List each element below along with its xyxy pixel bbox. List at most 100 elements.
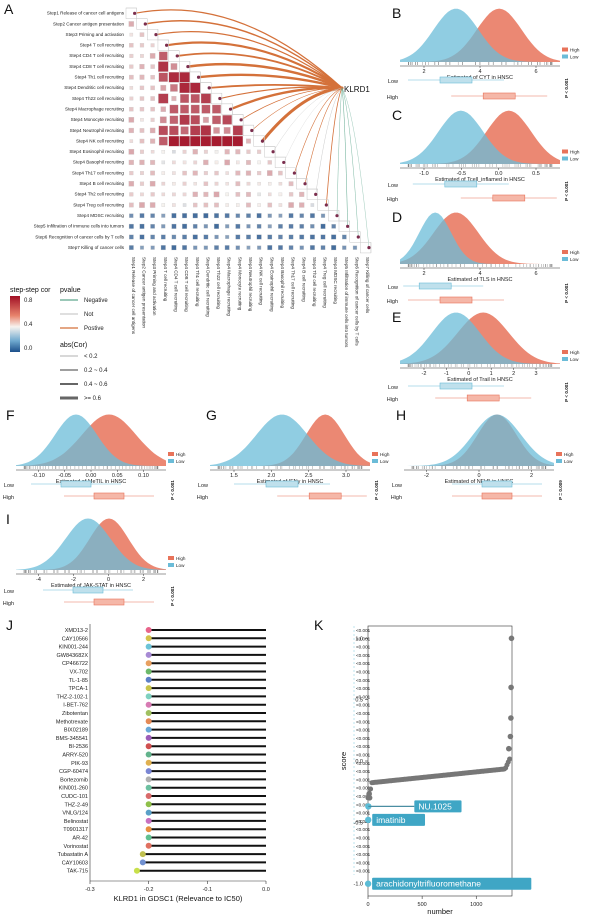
- connection-endpoint: [250, 128, 254, 133]
- legend-high-label: High: [570, 250, 580, 255]
- row-label: Step6 Recognition of cancer cells by T c…: [35, 234, 124, 239]
- column-label: Step4 Treg cell recruiting: [323, 257, 328, 308]
- p-value-text: <0.001: [356, 827, 371, 832]
- density-low-curve: [400, 110, 560, 164]
- correlation-cell: [256, 224, 262, 229]
- row-label: Step4 CD8 T cell recruiting: [69, 64, 124, 69]
- correlation-cell: [129, 234, 134, 240]
- p-value-text: <0.001: [356, 670, 371, 675]
- drug-label: Zibotentan: [62, 711, 88, 717]
- correlation-cell: [246, 224, 251, 229]
- correlation-cell: [214, 150, 219, 154]
- p-value-text: <0.001: [356, 661, 371, 666]
- column-label: Step4 CD4 T cell recruiting: [173, 257, 178, 312]
- legend-high-label: High: [564, 452, 574, 457]
- panel-k-scatter-chart: 1.0 0.5 0.0 -0.5 -1.0 0 500 1000 number score NU.1…: [339, 625, 532, 915]
- correlation-cell: [182, 213, 188, 219]
- correlation-cell: [232, 135, 244, 147]
- correlation-cell: [182, 160, 187, 165]
- correlation-cell: [160, 234, 166, 240]
- x-axis-title: number: [427, 907, 453, 915]
- correlation-cell: [256, 234, 262, 240]
- legend-cor-gradient: [10, 296, 20, 352]
- legend-high-swatch: [562, 149, 568, 154]
- correlation-cell: [129, 171, 134, 176]
- correlation-cell: [278, 192, 283, 197]
- row-label: Step2 Cancer antigen presentation: [53, 21, 124, 26]
- correlation-cell: [182, 234, 187, 240]
- correlation-cell: [246, 202, 251, 208]
- panel-a-correlation-grid: [125, 7, 372, 254]
- density-panel-f: -0.10-0.050.000.050.10Estimated of MeTIL…: [3, 414, 186, 501]
- annotation-label: arachidonyltrifluoromethane: [376, 879, 481, 889]
- drug-label: CP466722: [62, 661, 88, 667]
- column-label: Step4 Dendritic cell recruiting: [205, 257, 210, 317]
- correlation-cell: [180, 94, 190, 104]
- correlation-cell: [161, 192, 166, 197]
- x-tick-label: 1000: [470, 902, 482, 908]
- correlation-cell: [320, 234, 326, 240]
- panel-label-b: B: [392, 5, 401, 21]
- drug-label: Tubastatin A: [58, 852, 89, 858]
- correlation-cell: [129, 213, 134, 218]
- row-label: Step4 Eosinophil recruiting: [69, 149, 124, 154]
- x-tick-label: 4: [478, 271, 481, 277]
- annotation-box: [414, 800, 462, 813]
- legend-abs-2: 0.2 ~ 0.4: [84, 368, 108, 374]
- density-panel-c: -1.0 -0.5 0.0 0.5 Estimated of Tcell_inflame…: [387, 110, 580, 203]
- panel-label-f: F: [6, 407, 15, 423]
- correlation-cell: [150, 192, 155, 197]
- correlation-cell: [140, 54, 144, 58]
- drug-label: I-BET-762: [63, 703, 88, 709]
- correlation-cell: [160, 84, 167, 91]
- density-high-curve: [400, 110, 560, 164]
- drug-label: THZ-2-102-1: [57, 694, 88, 700]
- correlation-cell: [214, 170, 219, 176]
- correlation-cell: [278, 245, 283, 251]
- correlation-cell: [158, 93, 169, 104]
- column-label: Step4 Th1 cell recruiting: [195, 257, 200, 307]
- correlation-cell: [267, 245, 273, 251]
- legend-low-swatch: [562, 156, 568, 161]
- correlation-cell: [139, 138, 145, 144]
- connection-line: [294, 87, 343, 174]
- correlation-cell: [212, 115, 221, 125]
- correlation-cell: [214, 181, 219, 186]
- p-value-text: <0.001: [356, 645, 371, 650]
- box-low-label: Low: [388, 285, 398, 291]
- correlation-cell: [257, 181, 261, 186]
- p-value-text: <0.001: [356, 852, 371, 857]
- box-low: [481, 480, 513, 488]
- x-tick-label: 0: [366, 902, 369, 908]
- drug-label: T0901317: [63, 827, 88, 833]
- correlation-cell: [139, 202, 145, 208]
- correlation-cell: [236, 160, 240, 165]
- lollipop-dot: [145, 660, 152, 667]
- box-high-label: High: [387, 299, 398, 305]
- correlation-cell: [202, 116, 209, 123]
- row-label: Step4 Th22 cell recruiting: [72, 96, 124, 101]
- p-value-text: <0.001: [356, 836, 371, 841]
- drug-label: KIN001-260: [59, 786, 88, 792]
- x-axis-title: Estimated of Tcell_inflamed in HNSC: [435, 177, 525, 183]
- p-value-text: <0.001: [356, 653, 371, 658]
- x-tick-label: 2: [142, 577, 145, 583]
- legend-low-swatch: [372, 459, 378, 463]
- x-tick-label: -0.1: [203, 887, 212, 893]
- correlation-cell: [171, 234, 177, 240]
- correlation-cell: [149, 180, 156, 187]
- correlation-cell: [140, 192, 144, 197]
- correlation-cell: [150, 96, 155, 101]
- legend-low-swatch: [562, 357, 568, 361]
- x-axis-title: Estimated of JAK-STAT in HNSC: [51, 583, 131, 589]
- correlation-cell: [288, 245, 294, 250]
- x-tick-label: -2: [71, 577, 76, 583]
- panel-a-legend: step-step cor 0.8 0.4 0.0 pvalue Negativ…: [10, 287, 108, 402]
- correlation-cell: [171, 95, 177, 102]
- p-value-text: <0.001: [356, 769, 371, 774]
- column-label: Step4 CD8 T cell recruiting: [184, 257, 189, 312]
- connection-endpoint: [165, 43, 169, 47]
- correlation-cell: [257, 160, 261, 165]
- correlation-cell: [288, 181, 294, 187]
- box-high-label: High: [197, 495, 208, 501]
